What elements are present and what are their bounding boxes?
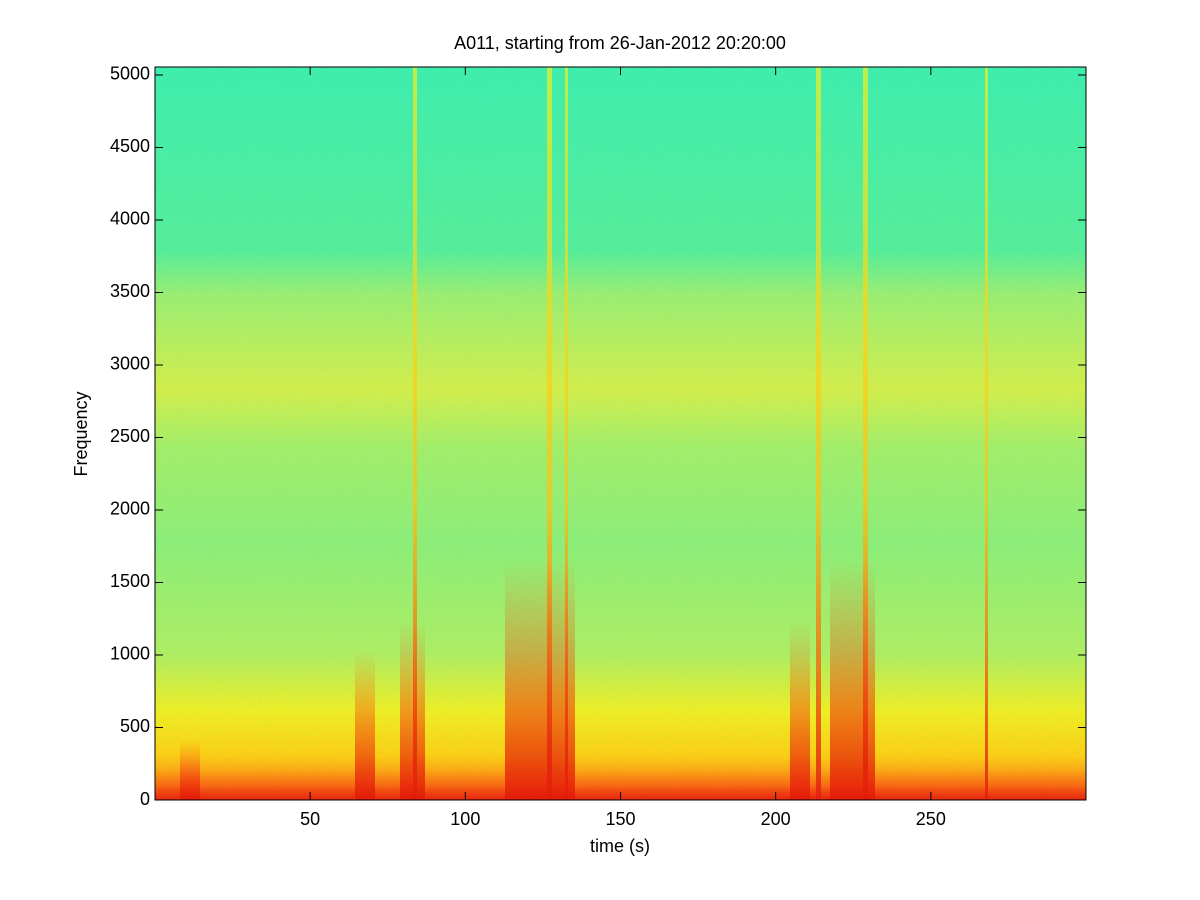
y-axis-label: Frequency bbox=[71, 391, 91, 476]
y-tick-label: 0 bbox=[140, 789, 150, 809]
y-tick-label: 2000 bbox=[110, 499, 150, 519]
y-tick-label: 4500 bbox=[110, 136, 150, 156]
x-tick-label: 150 bbox=[605, 809, 635, 829]
chart-title: A011, starting from 26-Jan-2012 20:20:00 bbox=[454, 33, 786, 53]
y-tick-label: 1500 bbox=[110, 571, 150, 591]
y-tick-label: 2500 bbox=[110, 426, 150, 446]
x-tick-label: 50 bbox=[300, 809, 320, 829]
y-tick-label: 4000 bbox=[110, 209, 150, 229]
x-tick-label: 100 bbox=[450, 809, 480, 829]
y-tick-label: 3000 bbox=[110, 354, 150, 374]
spectrogram-image bbox=[155, 67, 1086, 800]
y-tick-label: 3500 bbox=[110, 281, 150, 301]
x-tick-label: 250 bbox=[916, 809, 946, 829]
y-tick-label: 500 bbox=[120, 716, 150, 736]
y-tick-label: 5000 bbox=[110, 64, 150, 84]
y-tick-label: 1000 bbox=[110, 644, 150, 664]
x-axis-label: time (s) bbox=[590, 836, 650, 856]
x-tick-label: 200 bbox=[761, 809, 791, 829]
